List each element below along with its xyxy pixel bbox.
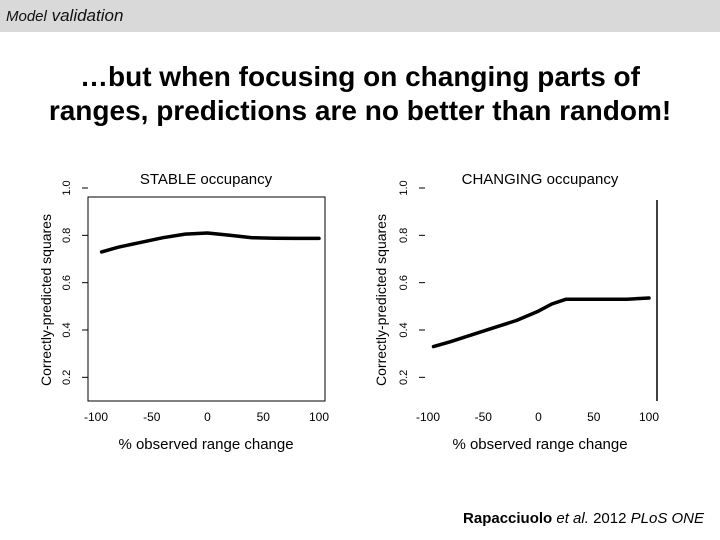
- chart-2-ylabel: Correctly-predicted squares: [373, 214, 389, 386]
- chart-1-ytick-label: 0.8: [61, 228, 73, 243]
- chart-2-xtick-label: -100: [416, 410, 440, 424]
- header-band: Model validation: [0, 0, 720, 32]
- citation: Rapacciuolo et al. 2012 PLoS ONE: [463, 510, 704, 527]
- chart-1-ytick-label: 0.6: [61, 275, 73, 290]
- chart-2-ytick-label: 0.2: [398, 370, 410, 385]
- chart-2-xtick-label: -50: [475, 410, 493, 424]
- chart-1-xtick-label: -50: [143, 410, 161, 424]
- chart-2-ytick-label: 0.4: [398, 322, 410, 337]
- section-label-first: Model: [6, 8, 47, 25]
- chart-1-xtick-label: -100: [84, 410, 108, 424]
- chart-1-ylabel: Correctly-predicted squares: [38, 214, 54, 386]
- chart-1-xlabel: % observed range change: [118, 436, 293, 453]
- chart-2-xtick-label: 0: [535, 410, 542, 424]
- slide-title-line-2: ranges, predictions are no better than r…: [48, 95, 672, 126]
- chart-2-xtick-label: 100: [639, 410, 659, 424]
- chart-2-series-line: [431, 296, 651, 349]
- chart-1-title: STABLE occupancy: [140, 171, 273, 188]
- section-label-second: validation: [51, 6, 124, 25]
- chart-1-ytick-label: 1.0: [61, 180, 73, 195]
- chart-2-xtick-label: 50: [587, 410, 601, 424]
- chart-2-title: CHANGING occupancy: [462, 171, 619, 188]
- chart-2-ytick-label: 0.8: [398, 228, 410, 243]
- citation-author: Rapacciuolo: [463, 510, 553, 527]
- chart-1-ytick-label: 0.4: [61, 322, 73, 337]
- chart-1-ytick-label: 0.2: [61, 370, 73, 385]
- chart-2-xlabel: % observed range change: [452, 436, 627, 453]
- chart-1-series-line: [99, 231, 321, 254]
- chart-2-ytick-label: 1.0: [398, 180, 410, 195]
- slide-title-line-1: …but when focusing on changing parts of: [80, 61, 640, 92]
- citation-etal: et al.: [556, 510, 589, 527]
- chart-2-ytick-label: 0.6: [398, 275, 410, 290]
- chart-1-xtick-label: 100: [309, 410, 329, 424]
- slide-title: …but when focusing on changing parts of …: [0, 60, 720, 128]
- citation-year: 2012: [593, 510, 627, 527]
- section-label: Model validation: [6, 6, 123, 26]
- chart-1-plot-box: [87, 196, 326, 402]
- chart-1-xtick-label: 50: [257, 410, 271, 424]
- citation-journal: PLoS ONE: [630, 510, 704, 527]
- chart-1-xtick-label: 0: [204, 410, 211, 424]
